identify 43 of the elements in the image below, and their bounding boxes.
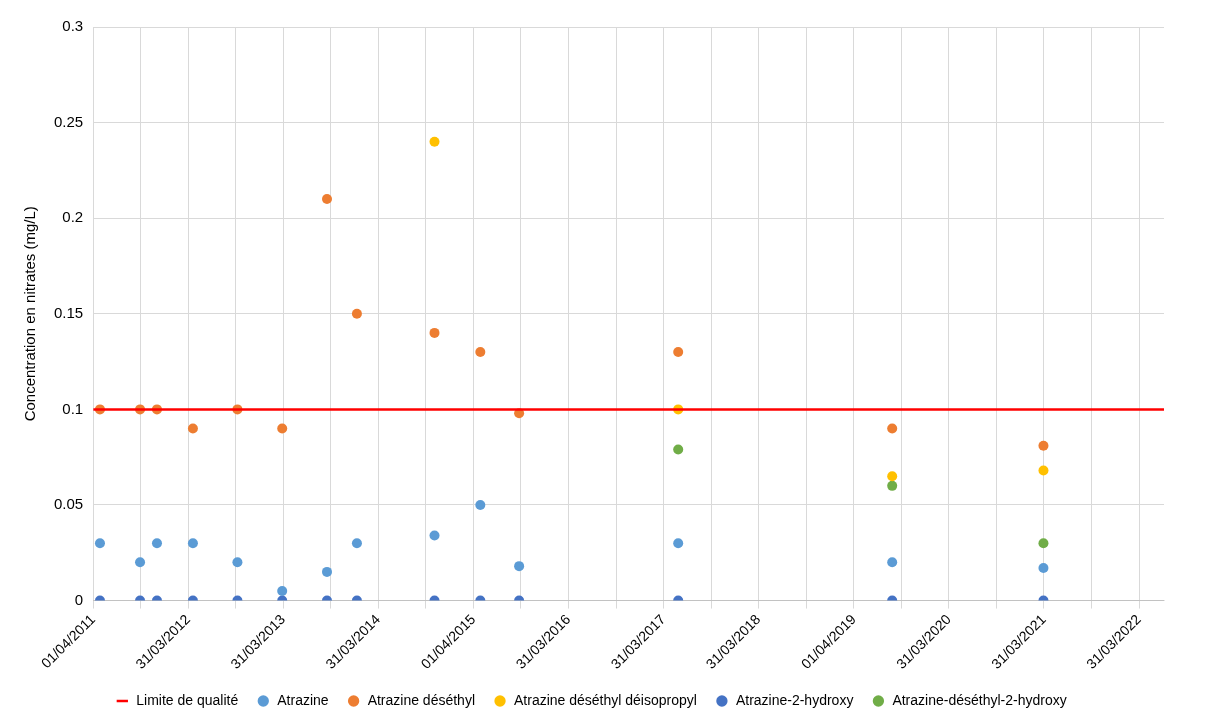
point [673, 444, 684, 455]
legend-label: Limite de qualité [136, 691, 239, 708]
y-tick-label: 0.2 [62, 208, 84, 226]
point [187, 538, 198, 549]
y-tick-label: 0.05 [53, 495, 84, 513]
point [1038, 465, 1049, 476]
legend-label: Atrazine-déséthyl-2-hydroxy [892, 691, 1067, 708]
legend-label: Atrazine déséthyl [367, 691, 476, 708]
point [277, 423, 288, 434]
point [673, 347, 684, 358]
point [135, 557, 146, 568]
y-tick-label: 0.15 [53, 303, 84, 321]
point [321, 566, 332, 577]
point [1038, 563, 1049, 574]
y-tick-label: 0.3 [62, 17, 84, 35]
legend-label: Atrazine-2-hydroxy [735, 691, 854, 708]
point [673, 538, 684, 549]
point [475, 499, 486, 510]
y-axis-title: Concentration en nitrates (mg/L) [21, 206, 39, 422]
point [94, 538, 105, 549]
point [429, 530, 440, 541]
legend-label: Atrazine [277, 691, 329, 708]
point [1038, 538, 1049, 549]
point [351, 308, 362, 319]
point [887, 471, 898, 482]
point [232, 557, 243, 568]
y-tick-label: 0 [74, 590, 84, 608]
y-tick-label: 0.25 [53, 112, 84, 130]
point [887, 557, 898, 568]
point [321, 194, 332, 205]
point [277, 586, 288, 597]
point [429, 327, 440, 338]
point [1038, 440, 1049, 451]
point [475, 347, 486, 358]
point [351, 538, 362, 549]
point [187, 423, 198, 434]
point [429, 136, 440, 147]
point [514, 561, 525, 572]
y-tick-label: 0.1 [62, 399, 84, 417]
legend-label: Atrazine déséthyl déisopropyl [514, 691, 697, 708]
point [151, 538, 162, 549]
point [887, 480, 898, 491]
point [887, 423, 898, 434]
